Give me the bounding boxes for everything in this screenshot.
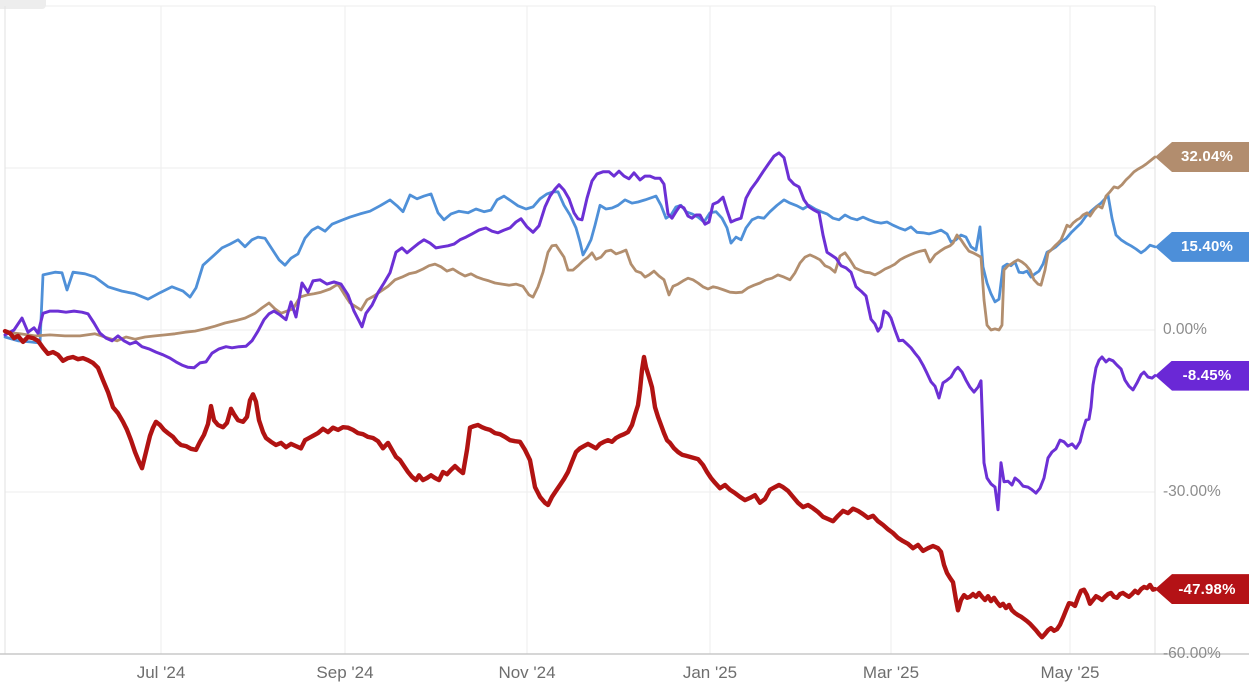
- series-purple-line[interactable]: [3, 151, 1157, 512]
- series-red-end-badge: -47.98%: [1155, 574, 1249, 605]
- series-tan-end-badge: 32.04%: [1155, 141, 1249, 172]
- x-tick-label: Nov '24: [498, 663, 556, 682]
- y-tick-label: 0.00%: [1163, 321, 1207, 338]
- x-tick-label: Jul '24: [136, 663, 186, 682]
- x-tick-label: Sep '24: [316, 663, 374, 682]
- y-tick-label: -60.00%: [1163, 645, 1221, 662]
- y-tick-label: -30.00%: [1163, 483, 1221, 500]
- x-tick-label: Mar '25: [862, 663, 920, 682]
- series-purple-end-badge: -8.45%: [1155, 360, 1249, 391]
- top-left-artifact: [0, 0, 46, 9]
- series-red-line[interactable]: [2, 328, 1158, 640]
- x-tick-label: May '25: [1040, 663, 1100, 682]
- x-tick-label: Jan '25: [682, 663, 738, 682]
- series-blue-end-badge: 15.40%: [1155, 231, 1249, 262]
